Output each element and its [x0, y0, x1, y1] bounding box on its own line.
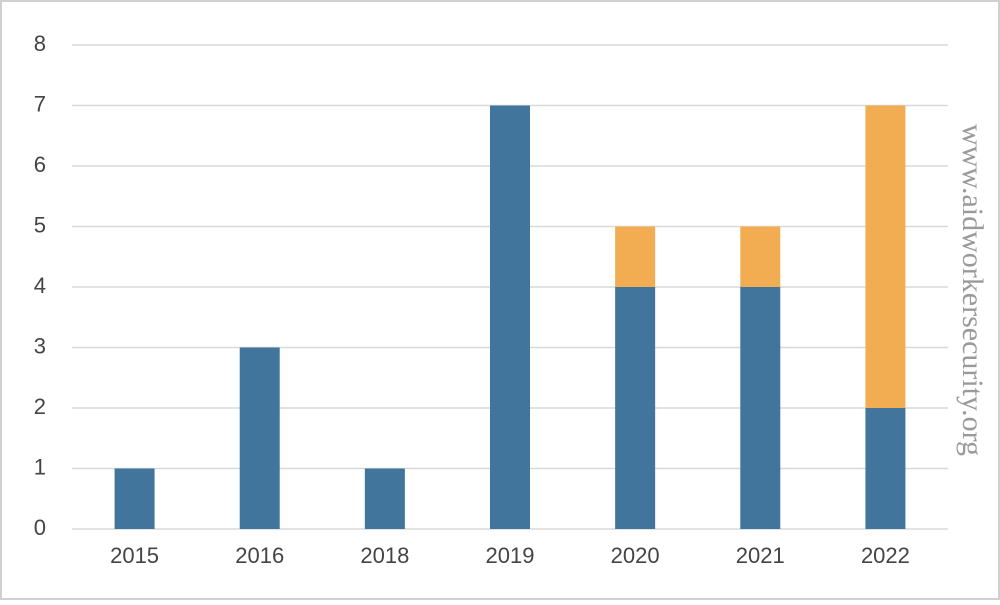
bar-segment: [114, 468, 155, 529]
y-tick-label: 3: [34, 333, 46, 358]
y-tick-label: 1: [34, 454, 46, 479]
y-tick-label: 0: [34, 515, 46, 540]
y-tick-label: 7: [34, 91, 46, 116]
bar-segment: [740, 226, 781, 287]
bar-segment: [615, 287, 656, 529]
bar-segment: [865, 105, 906, 408]
bar-segment: [865, 408, 906, 529]
x-tick-label: 2020: [611, 543, 660, 568]
bar-segment: [364, 468, 405, 529]
watermark: www.aidworkersecurity.org: [956, 124, 989, 456]
x-tick-label: 2021: [736, 543, 785, 568]
bar-segment: [239, 347, 280, 529]
y-tick-label: 5: [34, 212, 46, 237]
y-tick-label: 4: [34, 273, 46, 298]
bar-segment: [740, 287, 781, 529]
x-tick-label: 2019: [486, 543, 535, 568]
x-tick-label: 2015: [110, 543, 159, 568]
y-tick-label: 2: [34, 394, 46, 419]
y-tick-label: 6: [34, 152, 46, 177]
y-tick-label: 8: [34, 31, 46, 56]
x-tick-label: 2016: [235, 543, 284, 568]
x-tick-label: 2018: [360, 543, 409, 568]
bar-segment: [490, 105, 530, 529]
bar-segment: [615, 226, 656, 287]
x-tick-label: 2022: [861, 543, 910, 568]
